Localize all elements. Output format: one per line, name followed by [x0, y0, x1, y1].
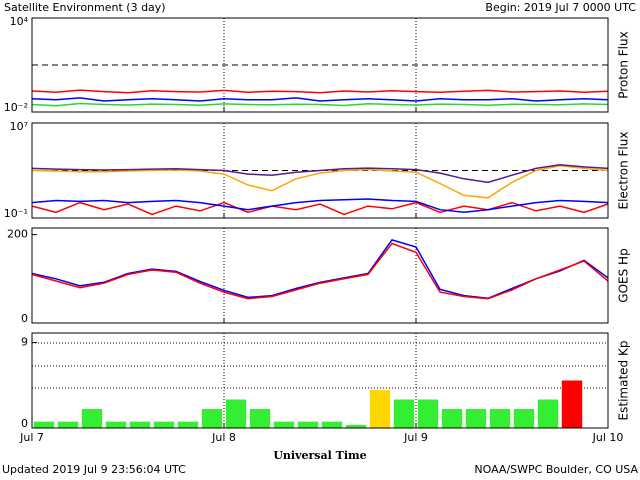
- y-tick-label: 0: [21, 312, 28, 325]
- y-tick-label: 10⁻¹: [4, 207, 28, 220]
- series-line: [31, 165, 609, 199]
- bar: [81, 409, 103, 428]
- series-line: [31, 89, 609, 94]
- series-line: [31, 198, 609, 214]
- series-line: [31, 164, 609, 184]
- series-line: [31, 97, 609, 102]
- bar: [273, 421, 295, 428]
- chart-title: Satellite Environment (3 day): [4, 1, 166, 14]
- y-tick-label: 10⁷: [10, 120, 28, 133]
- bar: [153, 421, 175, 428]
- bar: [321, 421, 343, 428]
- bar: [57, 421, 79, 428]
- x-tick-label: Jul 7: [19, 431, 44, 444]
- panel-frame: [31, 332, 609, 429]
- panel-frame: [31, 17, 609, 113]
- y-axis-label: GOES Hp: [617, 248, 631, 302]
- y-tick-label: 9: [21, 336, 28, 349]
- bar: [345, 424, 367, 428]
- y-tick-label: 10⁴: [10, 15, 29, 28]
- bar: [33, 421, 55, 428]
- series-line: [31, 239, 609, 300]
- bar: [249, 409, 271, 428]
- bar: [129, 421, 151, 428]
- bar: [417, 399, 439, 428]
- bar: [225, 399, 247, 428]
- x-axis-label: Universal Time: [273, 449, 366, 462]
- panel-frame: [31, 227, 609, 324]
- x-tick-label: Jul 10: [592, 431, 624, 444]
- series-line: [31, 242, 609, 300]
- y-tick-label: 0: [21, 417, 28, 430]
- credit: NOAA/SWPC Boulder, CO USA: [474, 463, 638, 476]
- bar: [441, 409, 463, 428]
- bar: [297, 421, 319, 428]
- bar: [393, 399, 415, 428]
- y-axis-label: Estimated Kp: [617, 341, 631, 421]
- bar: [465, 409, 487, 428]
- bar: [537, 399, 559, 428]
- bar: [105, 421, 127, 428]
- y-tick-label: 10⁻²: [4, 101, 28, 114]
- y-tick-label: 200: [7, 228, 28, 241]
- bar: [369, 390, 391, 428]
- bar: [513, 409, 535, 428]
- bar: [489, 409, 511, 428]
- y-axis-label: Electron Flux: [617, 132, 631, 210]
- x-tick-label: Jul 8: [211, 431, 236, 444]
- bar: [561, 380, 583, 428]
- series-line: [31, 201, 609, 216]
- updated: Updated 2019 Jul 9 23:56:04 UTC: [2, 463, 186, 476]
- x-tick-label: Jul 9: [403, 431, 428, 444]
- y-axis-label: Proton Flux: [617, 31, 631, 98]
- bar: [201, 409, 223, 428]
- bar: [177, 421, 199, 428]
- series-line: [31, 102, 609, 107]
- panel-frame: [31, 122, 609, 219]
- begin-time: Begin: 2019 Jul 7 0000 UTC: [485, 1, 636, 14]
